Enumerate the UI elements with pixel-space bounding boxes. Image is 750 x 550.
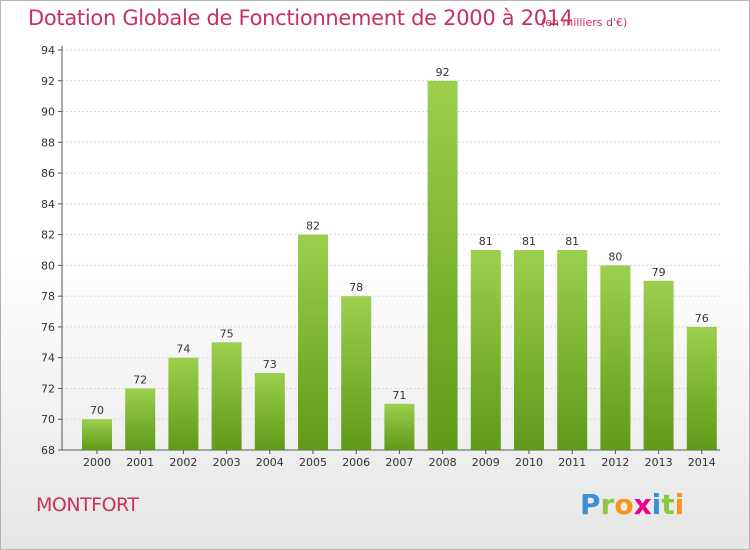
data-label-2006: 78 [349, 281, 363, 294]
x-tick-label-2011: 2011 [558, 456, 586, 469]
bar-2014 [686, 326, 717, 450]
data-label-2002: 74 [176, 343, 190, 356]
y-tick-label: 86 [41, 167, 55, 180]
x-tick-label-2004: 2004 [256, 456, 284, 469]
chart-title: Dotation Globale de Fonctionnement de 20… [28, 6, 573, 30]
y-tick-label: 68 [41, 444, 55, 457]
chart-subtitle: (en milliers d'€) [541, 16, 628, 29]
x-tick-label-2007: 2007 [385, 456, 413, 469]
bar-2008 [427, 80, 458, 451]
y-tick-label: 70 [41, 413, 55, 426]
bar-2006 [341, 296, 372, 450]
x-tick-label-2003: 2003 [213, 456, 241, 469]
bar-2003 [211, 342, 242, 450]
data-label-2014: 76 [695, 312, 709, 325]
bar-2005 [298, 234, 328, 450]
logo-letter: x [633, 488, 652, 521]
logo-letter: r [600, 488, 615, 521]
data-label-2012: 80 [608, 250, 622, 263]
bar-2013 [643, 280, 674, 450]
y-tick-label: 82 [41, 229, 55, 242]
y-tick-label: 80 [41, 259, 55, 272]
x-tick-label-2013: 2013 [645, 456, 673, 469]
logo-letter: P [580, 488, 601, 521]
x-tick-label-2008: 2008 [429, 456, 457, 469]
x-tick-label-2001: 2001 [126, 456, 154, 469]
x-tick-label-2012: 2012 [601, 456, 629, 469]
data-label-2007: 71 [392, 389, 406, 402]
bar-2004 [254, 373, 285, 450]
bar-2001 [125, 388, 156, 450]
data-label-2005: 82 [306, 220, 320, 233]
logo-letter: i [674, 488, 685, 521]
y-tick-label: 76 [41, 321, 55, 334]
data-label-2008: 92 [436, 66, 450, 79]
data-label-2004: 73 [263, 358, 277, 371]
y-tick-label: 74 [41, 352, 55, 365]
x-tick-label-2000: 2000 [83, 456, 111, 469]
y-tick-label: 94 [41, 44, 55, 57]
data-label-2000: 70 [90, 404, 104, 417]
x-tick-label-2002: 2002 [169, 456, 197, 469]
town-name: MONTFORT [36, 494, 139, 516]
bar-2010 [514, 250, 544, 450]
y-tick-label: 92 [41, 75, 55, 88]
data-label-2013: 79 [652, 266, 666, 279]
y-tick-label: 88 [41, 136, 55, 149]
y-tick-label: 84 [41, 198, 55, 211]
y-tick-label: 78 [41, 290, 55, 303]
x-tick-label-2009: 2009 [472, 456, 500, 469]
data-label-2011: 81 [565, 235, 579, 248]
bar-2000 [82, 419, 112, 450]
data-label-2010: 81 [522, 235, 536, 248]
proxiti-logo[interactable]: Proxiti [580, 488, 684, 521]
y-tick-label: 72 [41, 382, 55, 395]
data-label-2009: 81 [479, 235, 493, 248]
data-label-2003: 75 [220, 327, 234, 340]
data-label-2001: 72 [133, 373, 147, 386]
x-tick-label-2010: 2010 [515, 456, 543, 469]
x-tick-label-2014: 2014 [688, 456, 716, 469]
bar-2007 [384, 403, 415, 450]
bar-2002 [168, 357, 199, 450]
logo-letter: i [651, 488, 662, 521]
x-tick-label-2005: 2005 [299, 456, 327, 469]
logo-letter: t [661, 488, 675, 521]
x-tick-label-2006: 2006 [342, 456, 370, 469]
logo-letter: o [614, 488, 634, 521]
bar-2011 [557, 250, 588, 450]
bar-2012 [600, 265, 631, 450]
bar-2009 [470, 250, 501, 450]
y-tick-label: 90 [41, 106, 55, 119]
